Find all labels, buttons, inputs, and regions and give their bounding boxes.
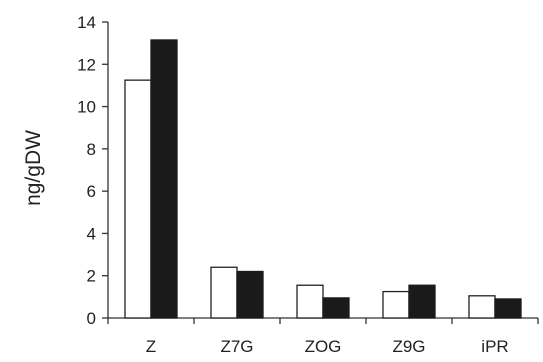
bar-series-2-z — [150, 39, 178, 319]
x-axis: Z Z7G ZOG Z9G iPR — [107, 317, 539, 356]
y-tick-label: 2 — [87, 267, 96, 286]
bars — [124, 39, 522, 319]
y-tick-label: 6 — [87, 182, 96, 201]
x-tick-label: Z — [146, 337, 156, 356]
bar-series-1-zog — [296, 284, 324, 319]
y-tick-label: 12 — [77, 55, 96, 74]
bar-series-2-ipr — [494, 298, 522, 319]
bar-series-1-z — [124, 79, 152, 319]
y-tick-label: 14 — [77, 13, 96, 32]
y-axis-title: ng/gDW — [22, 130, 45, 206]
bar-series-2-zog — [322, 297, 350, 319]
bar-series-1-z9g — [382, 290, 410, 319]
bar-series-2-z7g — [236, 270, 264, 319]
y-tick-label: 10 — [77, 98, 96, 117]
x-tick-label: Z9G — [392, 337, 425, 356]
y-tick-label: 8 — [87, 140, 96, 159]
y-tick-label: 0 — [87, 309, 96, 328]
bar-series-1-ipr — [468, 295, 496, 319]
bar-series-1-z7g — [210, 266, 238, 319]
y-axis: 0 2 4 6 8 10 12 14 — [77, 13, 109, 328]
x-tick-label: Z7G — [220, 337, 253, 356]
x-tick-label: iPR — [481, 337, 508, 356]
x-tick-label: ZOG — [305, 337, 342, 356]
bar-series-2-z9g — [408, 284, 436, 319]
y-tick-label: 4 — [87, 224, 96, 243]
